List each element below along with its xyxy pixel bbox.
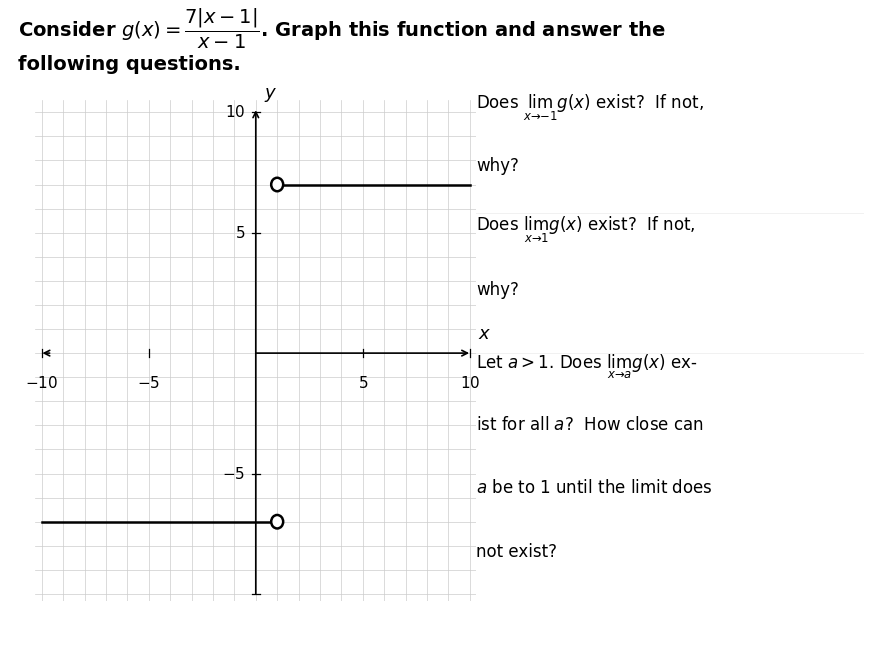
Text: $-5$: $-5$ [138, 375, 161, 391]
Circle shape [271, 178, 283, 191]
Text: Consider $g(x) = \dfrac{7|x-1|}{x-1}$. Graph this function and answer the: Consider $g(x) = \dfrac{7|x-1|}{x-1}$. G… [18, 7, 666, 51]
Text: not exist?: not exist? [476, 543, 557, 561]
Text: Does $\lim_{x \to 1} g(x)$ exist?  If not,: Does $\lim_{x \to 1} g(x)$ exist? If not… [476, 214, 696, 244]
Text: Does $\lim_{x \to -1} g(x)$ exist?  If not,: Does $\lim_{x \to -1} g(x)$ exist? If no… [476, 93, 704, 124]
Text: $y$: $y$ [265, 86, 278, 104]
Text: $x$: $x$ [478, 325, 491, 343]
Text: $-10$: $-10$ [26, 375, 58, 391]
Text: $a$ be to 1 until the limit does: $a$ be to 1 until the limit does [476, 480, 713, 498]
Text: $5$: $5$ [358, 375, 368, 391]
Text: $-5$: $-5$ [222, 466, 245, 482]
Text: $5$: $5$ [235, 224, 245, 240]
Text: $10$: $10$ [460, 375, 480, 391]
Text: why?: why? [476, 156, 519, 174]
Text: following questions.: following questions. [18, 55, 241, 74]
Circle shape [271, 515, 283, 528]
Text: Let $a > 1$. Does $\lim_{x \to a} g(x)$ ex-: Let $a > 1$. Does $\lim_{x \to a} g(x)$ … [476, 353, 698, 381]
Text: why?: why? [476, 281, 519, 299]
Text: $10$: $10$ [225, 104, 245, 120]
Text: ist for all $a$?  How close can: ist for all $a$? How close can [476, 416, 704, 434]
